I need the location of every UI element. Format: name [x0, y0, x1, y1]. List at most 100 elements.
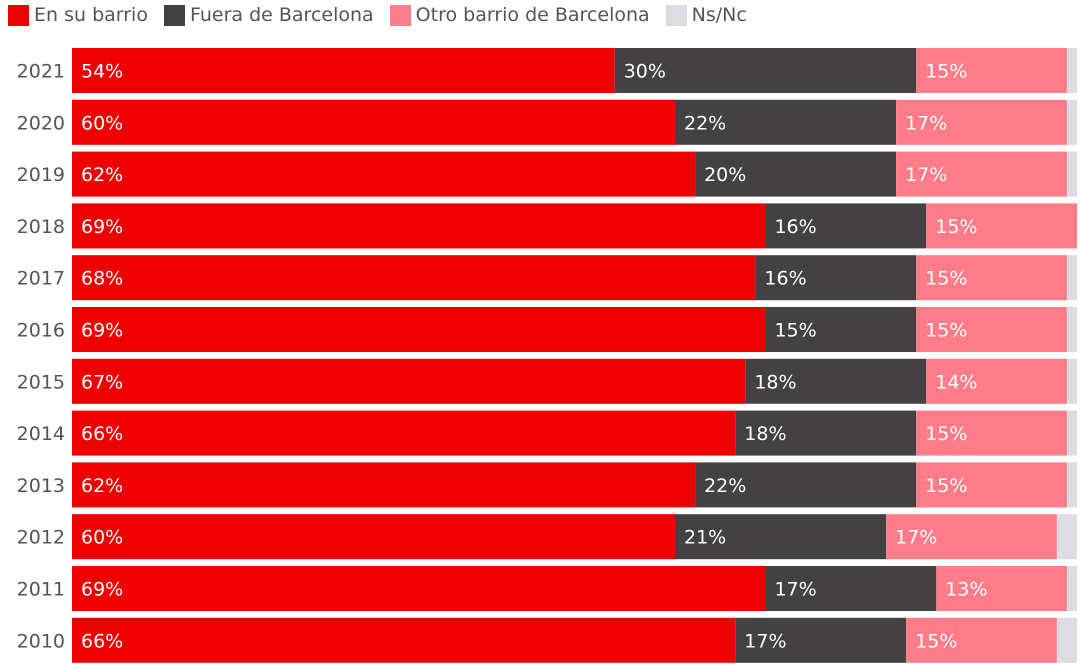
bar-segment-fuera-de-barcelona-2015[interactable]	[745, 358, 927, 404]
data-label-fuera-de-barcelona-2014: 18%	[744, 423, 786, 445]
chart-legend: En su barrio Fuera de Barcelona Otro bar…	[8, 2, 763, 28]
bar-segment-fuera-de-barcelona-2019[interactable]	[695, 151, 897, 197]
legend-item-otro-barrio[interactable]: Otro barrio de Barcelona	[389, 4, 650, 26]
legend-item-fuera-de-barcelona[interactable]: Fuera de Barcelona	[163, 4, 374, 26]
year-label-2018: 2018	[17, 216, 65, 238]
bar-segment-fuera-de-barcelona-2014[interactable]	[735, 410, 917, 456]
year-label-2010: 2010	[17, 630, 65, 652]
legend-item-en-su-barrio[interactable]: En su barrio	[8, 4, 148, 26]
data-label-fuera-de-barcelona-2015: 18%	[754, 371, 796, 393]
data-label-en-su-barrio-2021: 54%	[81, 61, 123, 83]
data-label-en-su-barrio-2020: 60%	[81, 112, 123, 134]
data-label-otro-barrio-de-barcelona-2021: 15%	[925, 61, 967, 83]
bar-segment-en-su-barrio-2016[interactable]	[72, 307, 766, 352]
bar-segment-ns-nc-2013[interactable]	[1066, 462, 1077, 508]
bar-segment-otro-barrio-de-barcelona-2017[interactable]	[916, 255, 1067, 301]
data-label-fuera-de-barcelona-2012: 21%	[684, 527, 726, 549]
bar-segment-fuera-de-barcelona-2011[interactable]	[765, 566, 937, 611]
bar-segment-ns-nc-2015[interactable]	[1066, 358, 1077, 404]
data-label-otro-barrio-de-barcelona-2017: 15%	[925, 268, 967, 290]
bar-segment-ns-nc-2021[interactable]	[1066, 48, 1077, 93]
data-label-otro-barrio-de-barcelona-2018: 15%	[935, 216, 977, 238]
year-label-2014: 2014	[17, 423, 65, 445]
data-label-en-su-barrio-2018: 69%	[81, 216, 123, 238]
legend-swatch-en-su-barrio	[8, 4, 29, 26]
bar-segment-fuera-de-barcelona-2021[interactable]	[614, 48, 917, 93]
bar-segment-fuera-de-barcelona-2010[interactable]	[735, 617, 907, 663]
bar-segment-en-su-barrio-2013[interactable]	[72, 462, 696, 508]
bar-segment-fuera-de-barcelona-2012[interactable]	[675, 514, 887, 560]
year-label-2016: 2016	[17, 320, 65, 342]
bar-segment-ns-nc-2014[interactable]	[1066, 410, 1077, 456]
bar-segment-en-su-barrio-2017[interactable]	[72, 255, 756, 301]
bar-segment-en-su-barrio-2010[interactable]	[72, 617, 736, 663]
legend-label-fuera-de-barcelona: Fuera de Barcelona	[189, 4, 374, 26]
data-label-fuera-de-barcelona-2013: 22%	[704, 475, 746, 497]
bar-segment-otro-barrio-de-barcelona-2020[interactable]	[896, 99, 1067, 145]
bar-segment-fuera-de-barcelona-2013[interactable]	[695, 462, 917, 508]
data-label-fuera-de-barcelona-2010: 17%	[744, 630, 786, 652]
year-label-2017: 2017	[17, 268, 65, 290]
data-label-otro-barrio-de-barcelona-2016: 15%	[925, 320, 967, 342]
data-label-otro-barrio-de-barcelona-2014: 15%	[925, 423, 967, 445]
bar-segment-otro-barrio-de-barcelona-2012[interactable]	[886, 514, 1057, 560]
data-label-en-su-barrio-2019: 62%	[81, 164, 123, 186]
bar-segment-otro-barrio-de-barcelona-2019[interactable]	[896, 151, 1067, 197]
bar-segment-otro-barrio-de-barcelona-2015[interactable]	[926, 358, 1067, 404]
bar-segment-en-su-barrio-2020[interactable]	[72, 99, 675, 145]
data-label-en-su-barrio-2010: 66%	[81, 630, 123, 652]
data-label-fuera-de-barcelona-2016: 15%	[774, 320, 816, 342]
bar-segment-otro-barrio-de-barcelona-2018[interactable]	[926, 203, 1077, 249]
bar-segment-ns-nc-2016[interactable]	[1066, 307, 1077, 352]
data-label-en-su-barrio-2014: 66%	[81, 423, 123, 445]
legend-item-ns-nc[interactable]: Ns/Nc	[665, 4, 747, 26]
bar-segment-fuera-de-barcelona-2020[interactable]	[675, 99, 897, 145]
data-label-otro-barrio-de-barcelona-2013: 15%	[925, 475, 967, 497]
year-label-2015: 2015	[17, 371, 65, 393]
bar-segment-otro-barrio-de-barcelona-2016[interactable]	[916, 307, 1067, 352]
legend-swatch-otro-barrio	[389, 4, 411, 26]
year-label-2019: 2019	[17, 164, 65, 186]
bar-segment-ns-nc-2012[interactable]	[1056, 514, 1077, 560]
bar-segment-en-su-barrio-2012[interactable]	[72, 514, 675, 560]
legend-label-ns-nc: Ns/Nc	[691, 4, 747, 26]
bar-segment-en-su-barrio-2011[interactable]	[72, 566, 766, 611]
data-label-fuera-de-barcelona-2018: 16%	[774, 216, 816, 238]
bar-segment-fuera-de-barcelona-2018[interactable]	[765, 203, 927, 249]
legend-label-otro-barrio: Otro barrio de Barcelona	[415, 4, 650, 26]
legend-swatch-fuera-de-barcelona	[163, 4, 185, 26]
bar-segment-ns-nc-2019[interactable]	[1066, 151, 1077, 197]
data-label-en-su-barrio-2017: 68%	[81, 268, 123, 290]
data-label-fuera-de-barcelona-2021: 30%	[624, 61, 666, 83]
year-label-2012: 2012	[17, 527, 65, 549]
bar-segment-en-su-barrio-2021[interactable]	[72, 48, 615, 93]
bar-segment-fuera-de-barcelona-2017[interactable]	[755, 255, 917, 301]
bar-segment-otro-barrio-de-barcelona-2011[interactable]	[936, 566, 1067, 611]
data-label-otro-barrio-de-barcelona-2012: 17%	[895, 527, 937, 549]
bar-segment-en-su-barrio-2018[interactable]	[72, 203, 766, 249]
bar-segment-en-su-barrio-2019[interactable]	[72, 151, 696, 197]
bar-segment-otro-barrio-de-barcelona-2013[interactable]	[916, 462, 1067, 508]
bar-segment-ns-nc-2011[interactable]	[1066, 566, 1077, 611]
bar-segment-fuera-de-barcelona-2016[interactable]	[765, 307, 917, 352]
data-label-otro-barrio-de-barcelona-2020: 17%	[905, 112, 947, 134]
data-label-fuera-de-barcelona-2011: 17%	[774, 579, 816, 601]
bar-segment-otro-barrio-de-barcelona-2010[interactable]	[906, 617, 1057, 663]
bar-segment-ns-nc-2020[interactable]	[1066, 99, 1077, 145]
year-label-2013: 2013	[17, 475, 65, 497]
legend-label-en-su-barrio: En su barrio	[34, 4, 148, 26]
bar-segment-ns-nc-2017[interactable]	[1066, 255, 1077, 301]
data-label-fuera-de-barcelona-2017: 16%	[764, 268, 806, 290]
data-label-en-su-barrio-2015: 67%	[81, 371, 123, 393]
year-label-2021: 2021	[17, 61, 65, 83]
year-label-2020: 2020	[17, 112, 65, 134]
data-label-otro-barrio-de-barcelona-2011: 13%	[945, 579, 987, 601]
data-label-fuera-de-barcelona-2019: 20%	[704, 164, 746, 186]
data-label-en-su-barrio-2012: 60%	[81, 527, 123, 549]
bar-segment-en-su-barrio-2015[interactable]	[72, 358, 746, 404]
bar-segment-otro-barrio-de-barcelona-2021[interactable]	[916, 48, 1067, 93]
data-label-en-su-barrio-2013: 62%	[81, 475, 123, 497]
bar-segment-otro-barrio-de-barcelona-2014[interactable]	[916, 410, 1067, 456]
bar-segment-ns-nc-2010[interactable]	[1056, 617, 1077, 663]
bar-segment-en-su-barrio-2014[interactable]	[72, 410, 736, 456]
